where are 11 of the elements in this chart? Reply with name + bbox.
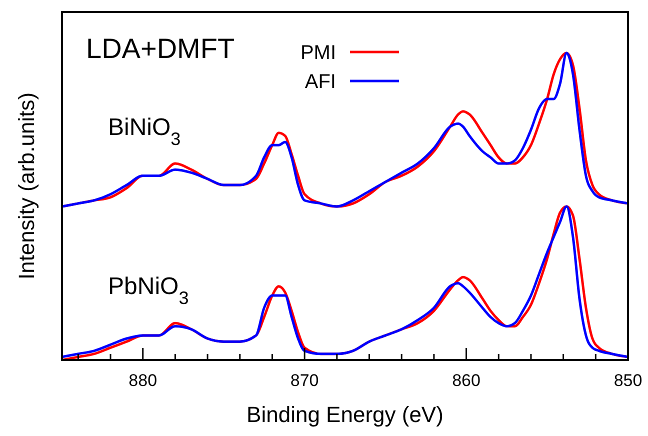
x-tick-label: 850	[614, 371, 642, 390]
legend-label: AFI	[304, 71, 336, 93]
legend-label: PMI	[300, 42, 336, 64]
y-axis-title: Intensity (arb.units)	[14, 92, 39, 280]
x-axis-title: Binding Energy (eV)	[246, 402, 444, 427]
annotation: BiNiO$_{3}$	[108, 114, 181, 149]
x-tick-label: 880	[128, 371, 158, 390]
annotation: LDA+DMFT	[86, 33, 235, 64]
x-tick-label: 860	[452, 371, 480, 390]
x-tick-label: 870	[290, 371, 319, 390]
annotation: PbNiO$_{3}$	[108, 273, 189, 308]
